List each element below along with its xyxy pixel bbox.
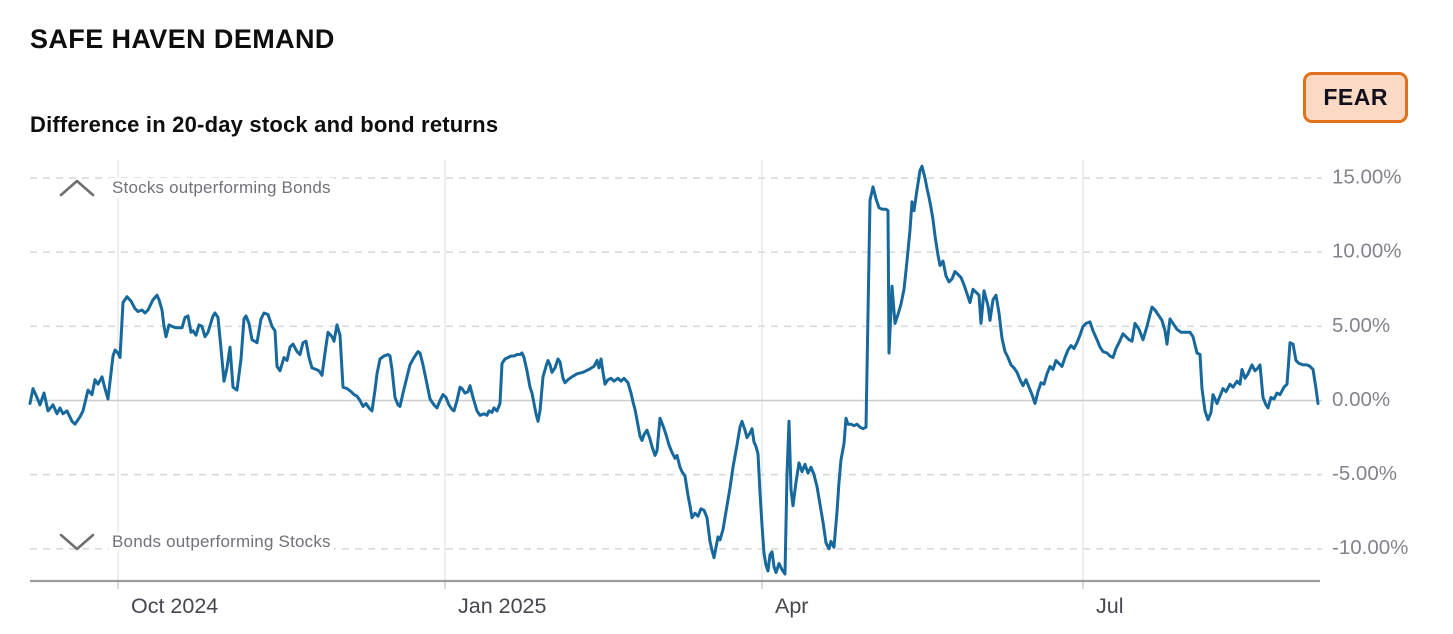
series-line xyxy=(28,164,1320,576)
legend-label-bottom: Bonds outperforming Stocks xyxy=(109,532,334,552)
y-axis-label: -10.00% xyxy=(1332,536,1408,559)
y-axis-label: 0.00% xyxy=(1332,388,1390,411)
legend-stocks-outperforming: Stocks outperforming Bonds xyxy=(58,177,334,199)
chevron-down-icon xyxy=(58,531,96,553)
y-axis-label: 15.00% xyxy=(1332,165,1402,188)
x-axis-label: Oct 2024 xyxy=(131,594,218,618)
y-axis-label: 5.00% xyxy=(1332,314,1390,337)
legend-bonds-outperforming: Bonds outperforming Stocks xyxy=(58,531,334,553)
chart-subtitle: Difference in 20-day stock and bond retu… xyxy=(30,112,499,137)
x-axis-label: Jul xyxy=(1096,594,1123,618)
y-axis-label: -5.00% xyxy=(1332,462,1397,485)
status-badge: FEAR xyxy=(1303,72,1408,123)
x-axis-label: Apr xyxy=(775,594,808,618)
page-title: SAFE HAVEN DEMAND xyxy=(30,24,335,54)
y-axis-label: 10.00% xyxy=(1332,240,1402,263)
chevron-up-icon xyxy=(58,177,96,199)
x-axis-label: Jan 2025 xyxy=(458,594,547,618)
legend-label-top: Stocks outperforming Bonds xyxy=(109,178,334,198)
